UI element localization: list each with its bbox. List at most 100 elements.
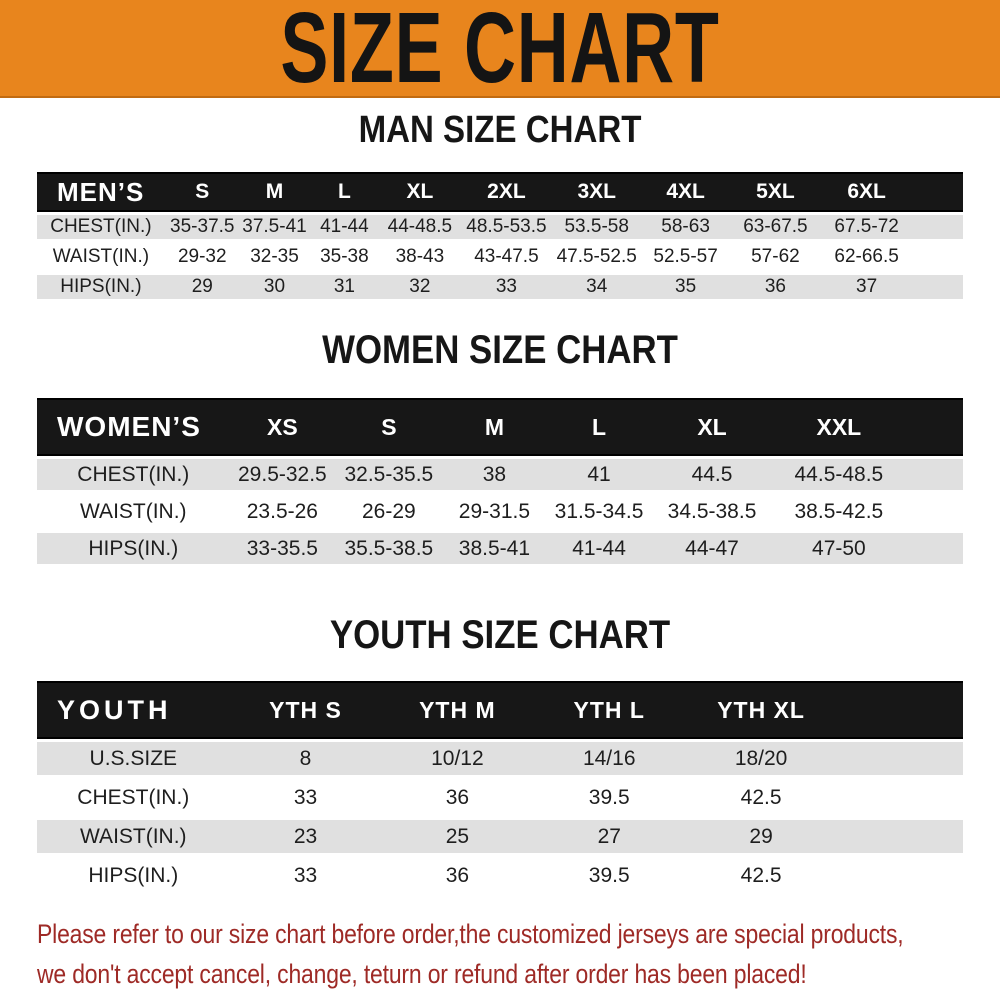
men-measurement-cell: 63-67.5 bbox=[730, 212, 821, 242]
men-row-label: CHEST(IN.) bbox=[37, 212, 165, 242]
women-size-header: L bbox=[546, 398, 652, 456]
youth-measurement-cell: 33 bbox=[229, 856, 382, 895]
women-measurement-cell: 34.5-38.5 bbox=[651, 493, 773, 530]
man-section-title: MAN SIZE CHART bbox=[358, 109, 642, 151]
youth-measurement-cell: 23 bbox=[229, 817, 382, 856]
women-section-title: WOMEN SIZE CHART bbox=[322, 328, 678, 372]
men-size-header: 2XL bbox=[460, 172, 553, 212]
banner: SIZE CHART bbox=[0, 0, 1000, 98]
men-size-table: MEN’S S M L XL 2XL 3XL 4XL 5XL 6XL CHEST(IN.) 35-37… bbox=[37, 172, 963, 302]
women-measurement-cell: 29.5-32.5 bbox=[229, 456, 336, 493]
youth-size-header: YTH XL bbox=[685, 681, 838, 739]
women-measurement-cell: 44.5 bbox=[651, 456, 773, 493]
men-measurement-cell: 41-44 bbox=[309, 212, 380, 242]
women-measurement-cell: 33-35.5 bbox=[229, 530, 336, 567]
women-table-row: HIPS(IN.) 33-35.5 35.5-38.5 38.5-41 41-44 44-… bbox=[37, 530, 963, 567]
men-row-filler bbox=[912, 272, 963, 302]
youth-table-row: CHEST(IN.) 33 36 39.5 42.5 bbox=[37, 778, 963, 817]
disclaimer-line-2: we don't accept cancel, change, teturn o… bbox=[37, 959, 807, 989]
women-size-header: XL bbox=[651, 398, 773, 456]
men-measurement-cell: 31 bbox=[309, 272, 380, 302]
men-measurement-cell: 35 bbox=[640, 272, 731, 302]
women-row-filler bbox=[905, 456, 963, 493]
youth-measurement-cell: 27 bbox=[533, 817, 686, 856]
men-measurement-cell: 32-35 bbox=[239, 242, 310, 272]
women-row-filler bbox=[905, 493, 963, 530]
women-header-filler bbox=[905, 398, 963, 456]
women-measurement-cell: 35.5-38.5 bbox=[335, 530, 443, 567]
men-measurement-cell: 48.5-53.5 bbox=[460, 212, 553, 242]
men-row-label: HIPS(IN.) bbox=[37, 272, 165, 302]
women-measurement-cell: 31.5-34.5 bbox=[546, 493, 652, 530]
youth-size-header: YTH L bbox=[533, 681, 686, 739]
men-measurement-cell: 67.5-72 bbox=[820, 212, 913, 242]
men-size-header: XL bbox=[379, 172, 461, 212]
men-measurement-cell: 43-47.5 bbox=[460, 242, 553, 272]
men-measurement-cell: 34 bbox=[552, 272, 641, 302]
men-measurement-cell: 29 bbox=[164, 272, 240, 302]
women-measurement-cell: 23.5-26 bbox=[229, 493, 336, 530]
youth-measurement-cell: 36 bbox=[381, 778, 534, 817]
men-measurement-cell: 36 bbox=[730, 272, 821, 302]
youth-measurement-cell: 18/20 bbox=[685, 739, 838, 778]
men-table-label: MEN’S bbox=[37, 172, 165, 212]
women-size-header: XXL bbox=[772, 398, 906, 456]
women-measurement-cell: 38.5-41 bbox=[442, 530, 547, 567]
youth-measurement-cell: 25 bbox=[381, 817, 534, 856]
men-row-filler bbox=[912, 242, 963, 272]
women-size-header: XS bbox=[229, 398, 336, 456]
women-size-header: S bbox=[335, 398, 443, 456]
youth-size-table: YOUTH YTH S YTH M YTH L YTH XL U.S.SIZE 8 10/12… bbox=[37, 681, 963, 895]
men-measurement-cell: 35-37.5 bbox=[164, 212, 240, 242]
youth-measurement-cell: 10/12 bbox=[381, 739, 534, 778]
men-size-header: 3XL bbox=[552, 172, 641, 212]
men-measurement-cell: 52.5-57 bbox=[640, 242, 731, 272]
men-table-row: CHEST(IN.) 35-37.5 37.5-41 41-44 44-48.5 48.5… bbox=[37, 212, 963, 242]
youth-measurement-cell: 42.5 bbox=[685, 778, 838, 817]
men-measurement-cell: 58-63 bbox=[640, 212, 731, 242]
women-measurement-cell: 41-44 bbox=[546, 530, 652, 567]
men-size-header: M bbox=[239, 172, 310, 212]
men-measurement-cell: 62-66.5 bbox=[820, 242, 913, 272]
men-measurement-cell: 35-38 bbox=[309, 242, 380, 272]
men-header-filler bbox=[912, 172, 963, 212]
women-row-label: CHEST(IN.) bbox=[37, 456, 230, 493]
men-measurement-cell: 57-62 bbox=[730, 242, 821, 272]
youth-measurement-cell: 14/16 bbox=[533, 739, 686, 778]
men-header-row: MEN’S S M L XL 2XL 3XL 4XL 5XL 6XL bbox=[37, 172, 963, 212]
women-table-label: WOMEN’S bbox=[37, 398, 230, 456]
women-row-filler bbox=[905, 530, 963, 567]
youth-header-filler bbox=[837, 681, 963, 739]
youth-measurement-cell: 39.5 bbox=[533, 778, 686, 817]
women-table-row: WAIST(IN.) 23.5-26 26-29 29-31.5 31.5-34.5 34… bbox=[37, 493, 963, 530]
youth-measurement-cell: 29 bbox=[685, 817, 838, 856]
youth-measurement-cell: 36 bbox=[381, 856, 534, 895]
women-measurement-cell: 32.5-35.5 bbox=[335, 456, 443, 493]
youth-table-row: HIPS(IN.) 33 36 39.5 42.5 bbox=[37, 856, 963, 895]
youth-table-label: YOUTH bbox=[37, 681, 230, 739]
women-table-row: CHEST(IN.) 29.5-32.5 32.5-35.5 38 41 44.5 44.5… bbox=[37, 456, 963, 493]
men-table-row: HIPS(IN.) 29 30 31 32 33 34 35 36 37 bbox=[37, 272, 963, 302]
youth-header-row: YOUTH YTH S YTH M YTH L YTH XL bbox=[37, 681, 963, 739]
youth-row-label: WAIST(IN.) bbox=[37, 817, 230, 856]
men-measurement-cell: 53.5-58 bbox=[552, 212, 641, 242]
women-header-row: WOMEN’S XS S M L XL XXL bbox=[37, 398, 963, 456]
youth-row-label: HIPS(IN.) bbox=[37, 856, 230, 895]
men-measurement-cell: 37.5-41 bbox=[239, 212, 310, 242]
men-size-header: S bbox=[164, 172, 240, 212]
youth-row-filler bbox=[837, 856, 963, 895]
men-measurement-cell: 33 bbox=[460, 272, 553, 302]
men-size-header: L bbox=[309, 172, 380, 212]
youth-table-row: WAIST(IN.) 23 25 27 29 bbox=[37, 817, 963, 856]
women-measurement-cell: 44.5-48.5 bbox=[772, 456, 906, 493]
disclaimer-line-1: Please refer to our size chart before or… bbox=[37, 919, 904, 949]
men-size-header: 6XL bbox=[820, 172, 913, 212]
youth-row-filler bbox=[837, 739, 963, 778]
women-measurement-cell: 38 bbox=[442, 456, 547, 493]
youth-row-label: CHEST(IN.) bbox=[37, 778, 230, 817]
men-row-filler bbox=[912, 212, 963, 242]
men-measurement-cell: 44-48.5 bbox=[379, 212, 461, 242]
men-row-label: WAIST(IN.) bbox=[37, 242, 165, 272]
men-measurement-cell: 32 bbox=[379, 272, 461, 302]
